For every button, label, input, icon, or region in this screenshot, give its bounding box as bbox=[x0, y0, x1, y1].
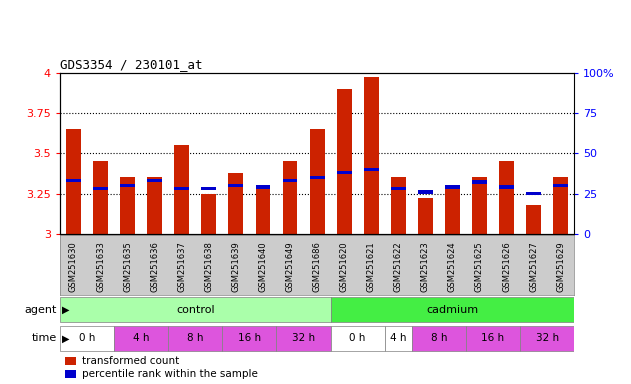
Text: GSM251638: GSM251638 bbox=[204, 241, 213, 292]
Text: time: time bbox=[32, 333, 57, 343]
Text: GSM251627: GSM251627 bbox=[529, 241, 538, 292]
Bar bbox=[147, 179, 162, 182]
Bar bbox=[385, 326, 412, 351]
Bar bbox=[66, 129, 81, 234]
Text: 32 h: 32 h bbox=[536, 333, 558, 343]
Text: ▶: ▶ bbox=[62, 305, 69, 314]
Text: transformed count: transformed count bbox=[81, 356, 179, 366]
Bar bbox=[391, 177, 406, 234]
Text: GSM251630: GSM251630 bbox=[69, 241, 78, 292]
Text: GSM251635: GSM251635 bbox=[123, 241, 132, 292]
Bar bbox=[228, 172, 244, 234]
Text: 8 h: 8 h bbox=[430, 333, 447, 343]
Bar bbox=[283, 161, 297, 234]
Bar bbox=[553, 177, 568, 234]
Bar bbox=[228, 184, 244, 187]
Text: GSM251649: GSM251649 bbox=[285, 241, 295, 291]
Text: GSM251640: GSM251640 bbox=[259, 241, 268, 291]
Text: GSM251622: GSM251622 bbox=[394, 241, 403, 291]
Bar bbox=[147, 177, 162, 234]
Bar bbox=[526, 192, 541, 195]
Bar bbox=[65, 357, 76, 366]
Bar bbox=[499, 161, 514, 234]
Bar bbox=[466, 326, 520, 351]
Bar bbox=[337, 89, 351, 234]
Bar bbox=[520, 326, 574, 351]
Text: percentile rank within the sample: percentile rank within the sample bbox=[81, 369, 257, 379]
Bar bbox=[526, 205, 541, 234]
Bar bbox=[168, 326, 222, 351]
Text: GDS3354 / 230101_at: GDS3354 / 230101_at bbox=[60, 58, 203, 71]
Text: cadmium: cadmium bbox=[427, 305, 478, 314]
Bar bbox=[363, 167, 379, 171]
Bar bbox=[412, 326, 466, 351]
Text: 4 h: 4 h bbox=[390, 333, 406, 343]
Bar bbox=[418, 190, 433, 194]
Bar bbox=[472, 177, 487, 234]
Bar bbox=[256, 185, 271, 234]
Bar bbox=[60, 297, 331, 322]
Text: 0 h: 0 h bbox=[350, 333, 366, 343]
Bar bbox=[93, 187, 108, 190]
Bar bbox=[472, 180, 487, 184]
Bar bbox=[331, 297, 574, 322]
Bar bbox=[363, 78, 379, 234]
Bar bbox=[310, 175, 324, 179]
Bar bbox=[445, 185, 460, 189]
Bar bbox=[391, 187, 406, 190]
Bar bbox=[337, 171, 351, 174]
Bar bbox=[93, 161, 108, 234]
Text: ▶: ▶ bbox=[62, 333, 69, 343]
Bar bbox=[499, 185, 514, 189]
Bar bbox=[418, 199, 433, 234]
Text: 32 h: 32 h bbox=[292, 333, 315, 343]
Bar bbox=[310, 129, 324, 234]
Text: GSM251686: GSM251686 bbox=[312, 241, 322, 292]
Bar bbox=[283, 179, 297, 182]
Bar bbox=[201, 194, 216, 234]
Bar bbox=[114, 326, 168, 351]
Bar bbox=[276, 326, 331, 351]
Text: GSM251626: GSM251626 bbox=[502, 241, 511, 292]
Bar bbox=[256, 185, 271, 189]
Text: 4 h: 4 h bbox=[133, 333, 150, 343]
Bar bbox=[120, 177, 135, 234]
Text: GSM251620: GSM251620 bbox=[339, 241, 349, 291]
Text: GSM251621: GSM251621 bbox=[367, 241, 375, 291]
Bar bbox=[331, 326, 385, 351]
Text: GSM251637: GSM251637 bbox=[177, 241, 186, 292]
Text: GSM251623: GSM251623 bbox=[421, 241, 430, 292]
Bar bbox=[553, 184, 568, 187]
Text: 8 h: 8 h bbox=[187, 333, 204, 343]
Bar bbox=[222, 326, 276, 351]
Text: control: control bbox=[176, 305, 215, 314]
Bar bbox=[120, 184, 135, 187]
Bar bbox=[445, 185, 460, 234]
Text: 16 h: 16 h bbox=[481, 333, 505, 343]
Text: agent: agent bbox=[25, 305, 57, 314]
Bar bbox=[60, 326, 114, 351]
Bar bbox=[174, 145, 189, 234]
Text: GSM251639: GSM251639 bbox=[232, 241, 240, 292]
Bar bbox=[65, 370, 76, 378]
Text: GSM251629: GSM251629 bbox=[556, 241, 565, 291]
Bar bbox=[174, 187, 189, 190]
Text: GSM251625: GSM251625 bbox=[475, 241, 484, 291]
Text: GSM251624: GSM251624 bbox=[448, 241, 457, 291]
Text: 16 h: 16 h bbox=[238, 333, 261, 343]
Bar bbox=[201, 187, 216, 190]
Text: GSM251633: GSM251633 bbox=[96, 241, 105, 292]
Bar bbox=[66, 179, 81, 182]
Text: 0 h: 0 h bbox=[79, 333, 95, 343]
Text: GSM251636: GSM251636 bbox=[150, 241, 159, 292]
